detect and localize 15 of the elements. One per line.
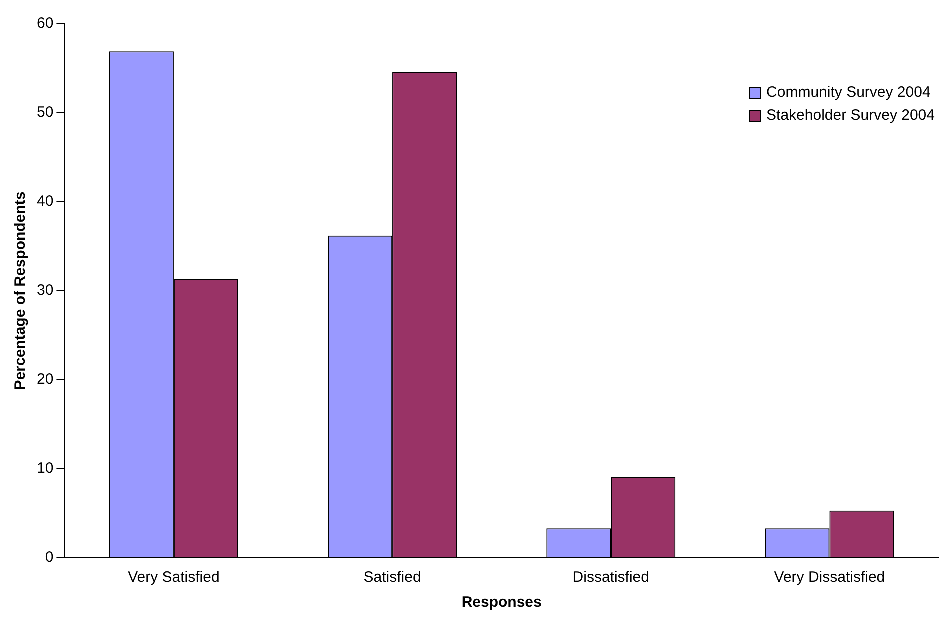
x-axis-title: Responses xyxy=(462,594,542,612)
y-tick-label: 50 xyxy=(36,104,54,122)
x-tick-label: Very Satisfied xyxy=(128,569,220,586)
legend-label: Stakeholder Survey 2004 xyxy=(766,107,935,124)
y-tick-label: 60 xyxy=(36,15,54,32)
y-tick-label: 20 xyxy=(36,371,54,388)
x-tick-label: Satisfied xyxy=(364,569,422,586)
y-axis-title: Percentage of Respondents xyxy=(12,192,30,390)
y-tick-label: 10 xyxy=(36,460,54,478)
legend-label: Community Survey 2004 xyxy=(766,84,931,101)
y-tick-label: 0 xyxy=(45,549,54,566)
y-tick-label: 40 xyxy=(36,193,54,210)
y-tick-label: 30 xyxy=(36,282,54,300)
x-tick-label: Very Dissatisfied xyxy=(774,569,886,586)
x-tick-label: Dissatisfied xyxy=(572,569,650,586)
